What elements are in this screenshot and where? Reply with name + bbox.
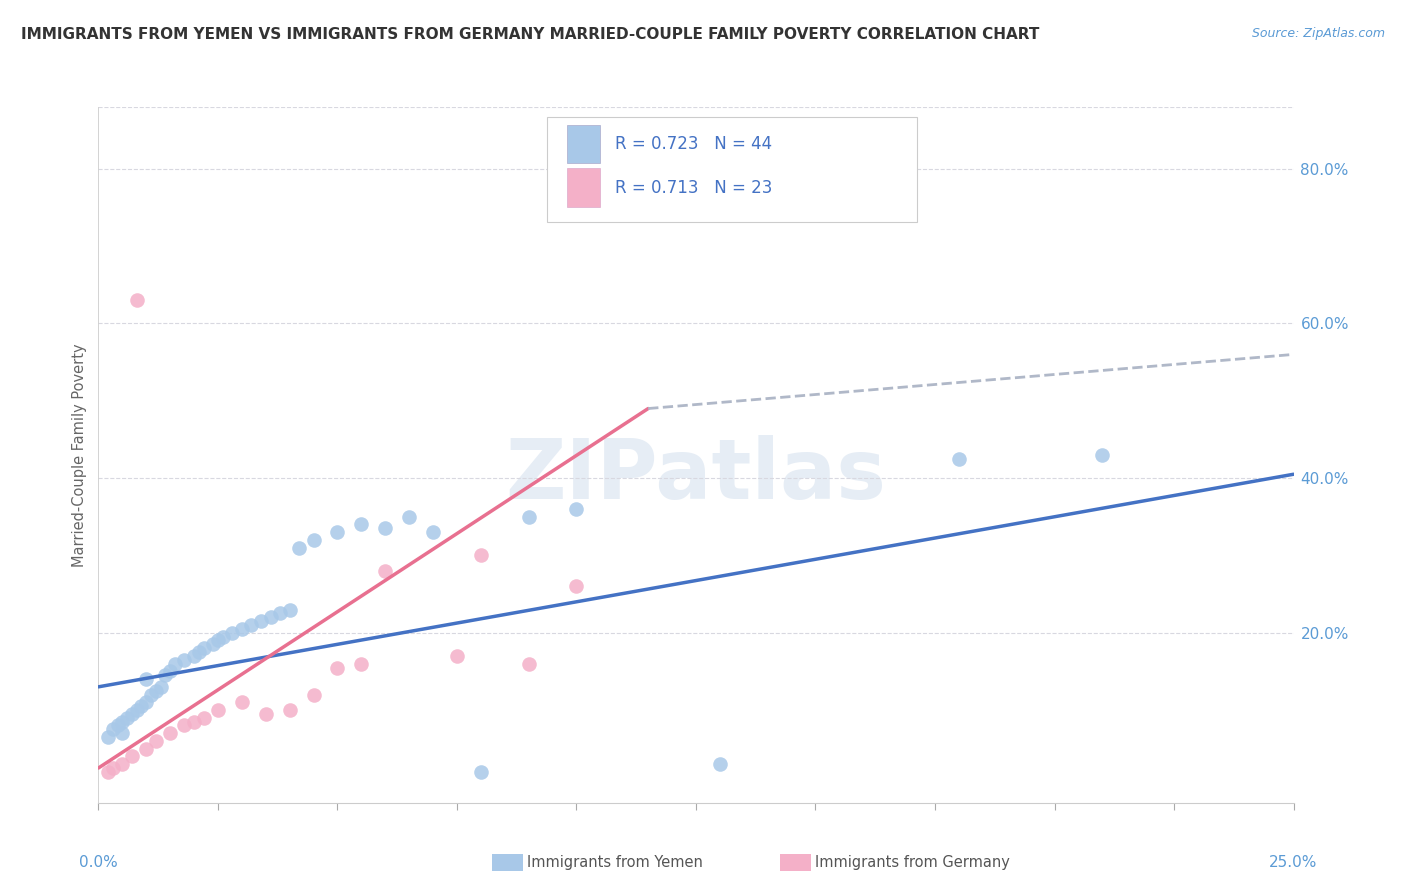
Point <box>326 525 349 540</box>
Point <box>470 764 492 779</box>
Point <box>517 509 540 524</box>
Point <box>302 688 325 702</box>
Point <box>565 502 588 516</box>
Point <box>517 657 540 671</box>
Point <box>207 633 229 648</box>
Point <box>145 683 167 698</box>
Point <box>240 618 263 632</box>
Y-axis label: Married-Couple Family Poverty: Married-Couple Family Poverty <box>72 343 87 566</box>
Text: ZIPatlas: ZIPatlas <box>506 435 886 516</box>
Point <box>139 688 162 702</box>
Point <box>125 703 148 717</box>
Point <box>398 509 420 524</box>
Point <box>173 653 195 667</box>
Point <box>111 714 134 729</box>
Point <box>135 672 157 686</box>
Point <box>183 714 205 729</box>
Point <box>211 630 233 644</box>
FancyBboxPatch shape <box>567 125 600 163</box>
Point <box>173 718 195 732</box>
Point <box>278 602 301 616</box>
Text: R = 0.723   N = 44: R = 0.723 N = 44 <box>614 135 772 153</box>
Point <box>135 695 157 709</box>
Point <box>374 564 396 578</box>
Point <box>207 703 229 717</box>
Point <box>565 579 588 593</box>
Point <box>1091 448 1114 462</box>
Point <box>221 625 243 640</box>
Point <box>145 734 167 748</box>
Point <box>149 680 172 694</box>
Point <box>121 749 143 764</box>
Text: Source: ZipAtlas.com: Source: ZipAtlas.com <box>1251 27 1385 40</box>
Point <box>101 723 124 737</box>
Point <box>115 711 138 725</box>
Point <box>111 757 134 772</box>
Text: Immigrants from Yemen: Immigrants from Yemen <box>527 855 703 870</box>
Point <box>97 764 120 779</box>
Point <box>125 293 148 308</box>
Text: IMMIGRANTS FROM YEMEN VS IMMIGRANTS FROM GERMANY MARRIED-COUPLE FAMILY POVERTY C: IMMIGRANTS FROM YEMEN VS IMMIGRANTS FROM… <box>21 27 1039 42</box>
Point <box>231 695 253 709</box>
FancyBboxPatch shape <box>547 118 917 222</box>
Point <box>259 610 281 624</box>
Text: R = 0.713   N = 23: R = 0.713 N = 23 <box>614 178 772 196</box>
Point <box>422 525 444 540</box>
Point <box>350 517 373 532</box>
Text: 0.0%: 0.0% <box>79 855 118 870</box>
Point <box>187 645 209 659</box>
Point <box>250 614 273 628</box>
Point <box>111 726 134 740</box>
Point <box>97 730 120 744</box>
Point <box>374 521 396 535</box>
Point <box>159 665 181 679</box>
Text: Immigrants from Germany: Immigrants from Germany <box>815 855 1011 870</box>
Point <box>183 648 205 663</box>
Point <box>288 541 311 555</box>
Point <box>302 533 325 547</box>
Point <box>135 741 157 756</box>
Point <box>193 641 215 656</box>
Point <box>107 718 129 732</box>
Point <box>163 657 186 671</box>
Point <box>254 706 277 721</box>
Text: 25.0%: 25.0% <box>1270 855 1317 870</box>
Point <box>948 451 970 466</box>
Point <box>709 757 731 772</box>
Point <box>470 549 492 563</box>
Point <box>269 607 291 621</box>
Point <box>159 726 181 740</box>
Point <box>121 706 143 721</box>
Point <box>101 761 124 775</box>
Point <box>155 668 177 682</box>
Point <box>202 637 225 651</box>
Point <box>193 711 215 725</box>
Point <box>350 657 373 671</box>
Point <box>446 648 468 663</box>
Point <box>131 699 153 714</box>
Point <box>278 703 301 717</box>
Point <box>326 660 349 674</box>
Point <box>231 622 253 636</box>
FancyBboxPatch shape <box>567 169 600 207</box>
